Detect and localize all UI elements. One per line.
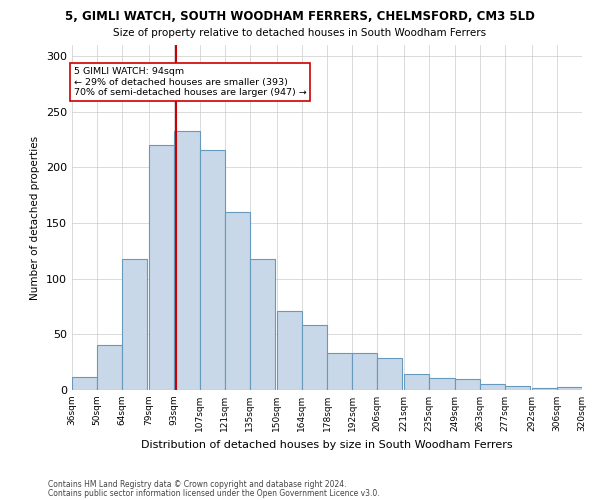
Bar	[97, 346, 122, 390]
Bar	[149, 145, 175, 390]
Bar	[224, 212, 250, 390]
Text: 5, GIMLI WATCH, SOUTH WOODHAM FERRERS, CHELMSFORD, CM3 5LD: 5, GIMLI WATCH, SOUTH WOODHAM FERRERS, C…	[65, 10, 535, 23]
Bar	[250, 258, 275, 390]
Bar	[430, 378, 455, 390]
Text: Contains public sector information licensed under the Open Government Licence v3: Contains public sector information licen…	[48, 488, 380, 498]
Bar	[479, 384, 505, 390]
Bar	[327, 354, 352, 390]
Bar	[277, 311, 302, 390]
Bar	[199, 150, 224, 390]
Y-axis label: Number of detached properties: Number of detached properties	[31, 136, 40, 300]
Bar	[377, 358, 403, 390]
X-axis label: Distribution of detached houses by size in South Woodham Ferrers: Distribution of detached houses by size …	[141, 440, 513, 450]
Bar	[404, 374, 430, 390]
Bar	[352, 354, 377, 390]
Bar	[72, 376, 97, 390]
Bar	[122, 258, 148, 390]
Text: Size of property relative to detached houses in South Woodham Ferrers: Size of property relative to detached ho…	[113, 28, 487, 38]
Bar	[532, 388, 557, 390]
Bar	[557, 386, 582, 390]
Bar	[175, 130, 199, 390]
Bar	[505, 386, 530, 390]
Bar	[302, 326, 327, 390]
Bar	[455, 379, 479, 390]
Text: Contains HM Land Registry data © Crown copyright and database right 2024.: Contains HM Land Registry data © Crown c…	[48, 480, 347, 489]
Text: 5 GIMLI WATCH: 94sqm
← 29% of detached houses are smaller (393)
70% of semi-deta: 5 GIMLI WATCH: 94sqm ← 29% of detached h…	[74, 68, 307, 97]
